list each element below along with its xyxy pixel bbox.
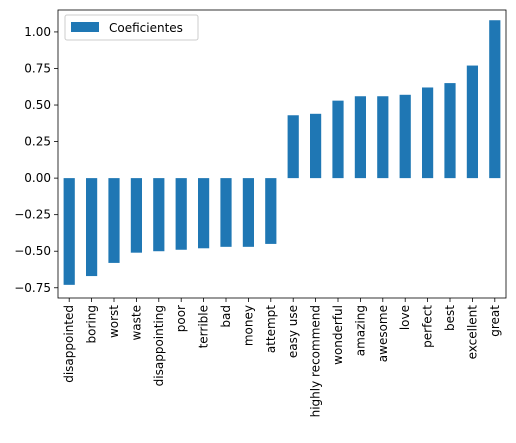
bar-amazing <box>354 96 366 179</box>
bars-group <box>63 20 501 285</box>
y-tick-label: 0.25 <box>24 135 51 149</box>
x-tick-label: love <box>398 305 412 330</box>
x-tick-label: attempt <box>264 305 278 353</box>
x-tick-label: best <box>443 305 457 331</box>
x-tick-label: highly recommend <box>309 305 323 417</box>
bar-money <box>242 178 254 247</box>
bar-bad <box>220 178 232 247</box>
x-tick-label: bad <box>219 305 233 328</box>
y-tick-label: −0.75 <box>14 281 51 295</box>
bar-best <box>444 83 456 179</box>
x-tick-label: poor <box>174 305 188 332</box>
bar-wonderful <box>332 100 344 179</box>
y-axis: −0.75 −0.50 −0.25 0.00 0.25 0.50 0.75 1.00 <box>14 25 58 295</box>
bar-excellent <box>466 65 478 179</box>
bar-perfect <box>422 87 434 179</box>
x-axis: disappointed boring worst waste disappointin… <box>62 298 502 417</box>
bar-attempt <box>265 178 277 244</box>
y-tick-label: −0.25 <box>14 208 51 222</box>
plot-frame <box>57 9 507 299</box>
x-tick-label: wonderful <box>331 305 345 365</box>
legend: Coeficientes <box>64 14 199 41</box>
bar-awesome <box>377 96 389 179</box>
x-tick-label: disappointed <box>62 305 76 383</box>
x-tick-label: great <box>488 305 502 337</box>
x-tick-label: worst <box>107 305 121 338</box>
bar-disappointing <box>153 178 165 252</box>
legend-label: Coeficientes <box>109 21 183 35</box>
x-tick-label: money <box>241 305 255 346</box>
x-tick-label: waste <box>129 305 143 341</box>
x-tick-label: amazing <box>353 305 367 356</box>
x-tick-label: disappointing <box>152 305 166 386</box>
y-tick-label: −0.50 <box>14 244 51 258</box>
x-tick-label: awesome <box>376 305 390 362</box>
bar-worst <box>108 178 120 263</box>
x-tick-label: terrible <box>197 305 211 348</box>
bar-great <box>489 20 501 179</box>
x-tick-label: perfect <box>421 305 435 348</box>
bar-waste <box>130 178 142 253</box>
x-tick-label: easy use <box>286 305 300 358</box>
bar-disappointed <box>63 178 75 285</box>
y-tick-label: 0.50 <box>24 98 51 112</box>
bar-easy-use <box>287 115 299 179</box>
legend-box <box>64 14 199 41</box>
bar-poor <box>175 178 187 250</box>
legend-swatch <box>71 22 99 32</box>
x-tick-label: boring <box>85 305 99 343</box>
bar-love <box>399 94 411 179</box>
y-tick-label: 0.00 <box>24 171 51 185</box>
bar-highly-recommend <box>310 113 322 179</box>
y-tick-label: 1.00 <box>24 25 51 39</box>
x-tick-label: excellent <box>465 305 479 360</box>
bar-boring <box>86 178 98 277</box>
bar-terrible <box>198 178 210 249</box>
y-tick-label: 0.75 <box>24 61 51 75</box>
